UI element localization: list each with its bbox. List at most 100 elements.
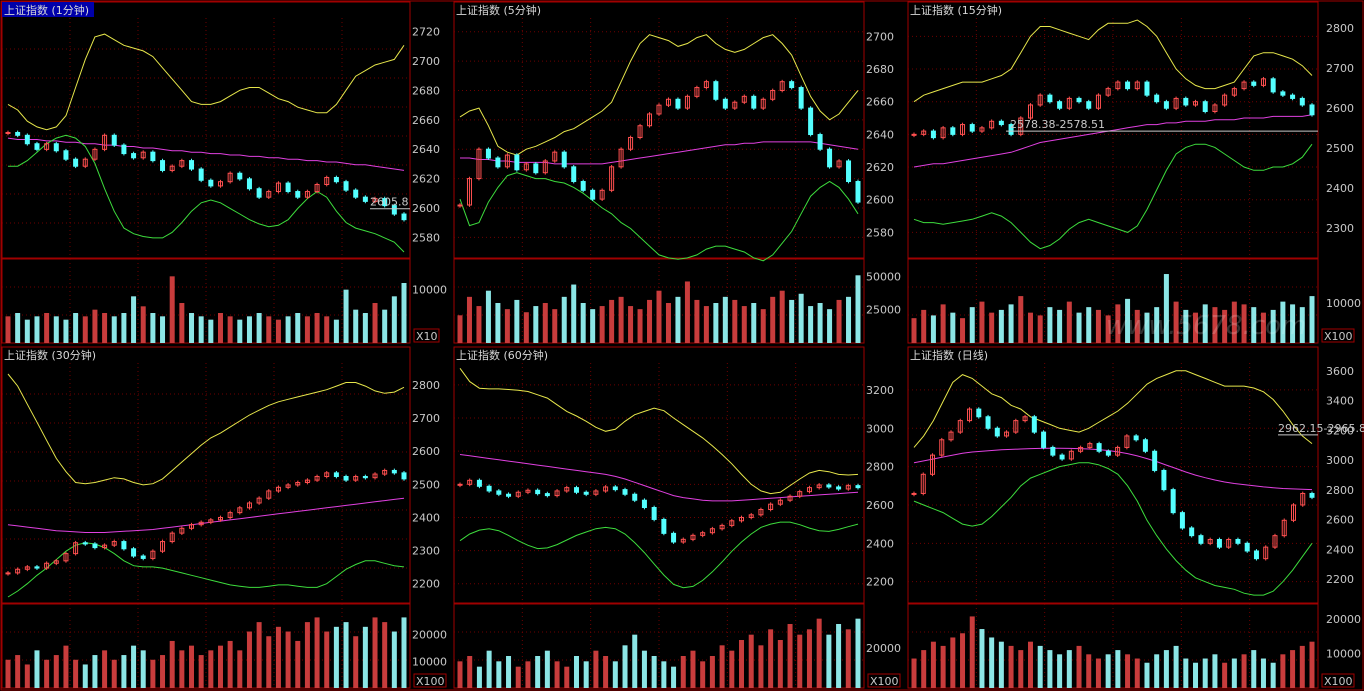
volume-bar: [1202, 658, 1208, 688]
upper-band-line: [7, 33, 405, 131]
candle-body: [140, 555, 146, 559]
volume-bar: [1290, 304, 1296, 343]
volume-bar: [1241, 654, 1247, 688]
candle-body: [150, 550, 156, 559]
volume-bar: [198, 316, 204, 343]
candle-body: [622, 489, 628, 495]
volume-bar: [641, 650, 647, 688]
chart-title: 上证指数 (5分钟): [456, 3, 541, 17]
candle-body: [198, 168, 204, 181]
candle-body: [1031, 416, 1037, 433]
candle-body: [506, 493, 512, 497]
candle-body: [1018, 117, 1024, 135]
candle-body: [816, 484, 822, 489]
candle-body: [333, 472, 339, 477]
volume-bar: [789, 299, 795, 343]
candle-body: [1183, 97, 1189, 106]
volume-unit-badge: [413, 328, 440, 343]
volume-bar: [583, 661, 589, 688]
volume-bar: [467, 656, 473, 688]
volume-bar: [930, 315, 936, 343]
candle-body: [34, 566, 40, 569]
volume-bar: [353, 636, 359, 688]
volume-bar: [34, 650, 40, 688]
volume-bar: [1212, 307, 1218, 343]
volume-tick-label-right: 10000: [1326, 297, 1361, 310]
candles: [5, 130, 407, 222]
volume-bar: [486, 650, 492, 688]
volume-bar: [1290, 650, 1296, 688]
volume-bar: [189, 645, 195, 688]
candle-body: [957, 420, 963, 433]
candle-body: [1115, 81, 1121, 90]
candle-body: [1290, 94, 1296, 99]
candle-body: [1057, 101, 1063, 109]
volume-bar: [1193, 312, 1199, 343]
candle-body: [362, 475, 368, 479]
candle-body: [353, 189, 359, 198]
volume-bar: [1154, 654, 1160, 688]
volume-bar: [217, 313, 223, 343]
volume-bar: [227, 640, 233, 688]
candle-body: [700, 532, 706, 536]
volume-tick-label: 10000: [412, 284, 447, 297]
y-tick-label-right: 2400: [1326, 543, 1354, 556]
volume-bar: [1027, 312, 1033, 343]
volume-bar: [169, 276, 175, 343]
candle-body: [111, 134, 117, 146]
volume-bar: [189, 313, 195, 343]
candle-body: [1086, 101, 1092, 109]
candle-body: [628, 136, 634, 150]
candle-body: [372, 198, 378, 202]
candle-body: [1212, 104, 1218, 112]
volume-bar: [63, 319, 69, 343]
upper-band-line: [913, 19, 1313, 103]
volume-bar: [131, 296, 137, 343]
candle-body: [836, 160, 842, 168]
candle-body: [295, 482, 301, 486]
volume-bar: [150, 313, 156, 343]
candle-body: [948, 431, 954, 441]
candle-body: [855, 181, 861, 203]
y-tick-label: 3000: [866, 422, 894, 435]
candle-body: [1008, 124, 1014, 135]
volume-unit-badge: [867, 673, 901, 688]
candle-body: [169, 165, 175, 171]
volume-bar: [1222, 662, 1228, 688]
candle-body: [324, 472, 330, 477]
lower-band-line: [459, 172, 859, 262]
candle-body: [246, 502, 252, 509]
candle-body: [266, 191, 272, 198]
volume-bar: [92, 655, 98, 688]
volume-bar: [930, 641, 936, 688]
candle-body: [665, 98, 671, 106]
candle-body: [1300, 492, 1306, 506]
candle-body: [694, 87, 700, 97]
volume-bar: [476, 306, 482, 343]
candle-body: [573, 487, 579, 493]
candle-body: [1076, 97, 1082, 103]
candles: [5, 468, 407, 576]
candle-body: [275, 486, 281, 492]
volume-bar: [1095, 658, 1101, 688]
candle-body: [121, 541, 127, 550]
volume-bar: [1202, 304, 1208, 343]
upper-band-line: [913, 370, 1313, 448]
volume-bar: [665, 303, 671, 343]
volume-bar: [44, 659, 50, 688]
candle-body: [729, 520, 735, 526]
candle-body: [564, 487, 570, 492]
candle-body: [217, 516, 223, 521]
volume-bar: [950, 312, 956, 343]
middle-band-line: [7, 497, 405, 533]
volume-bar: [111, 316, 117, 343]
candle-body: [845, 485, 851, 490]
volume-bar: [1231, 301, 1237, 343]
volume-bar: [1163, 274, 1169, 343]
volume-bar: [246, 316, 252, 343]
candle-body: [1179, 512, 1185, 529]
gridlines: [908, 363, 1318, 688]
volume-bar: [684, 281, 690, 343]
candle-body: [535, 489, 541, 495]
volume-bar: [73, 313, 79, 343]
